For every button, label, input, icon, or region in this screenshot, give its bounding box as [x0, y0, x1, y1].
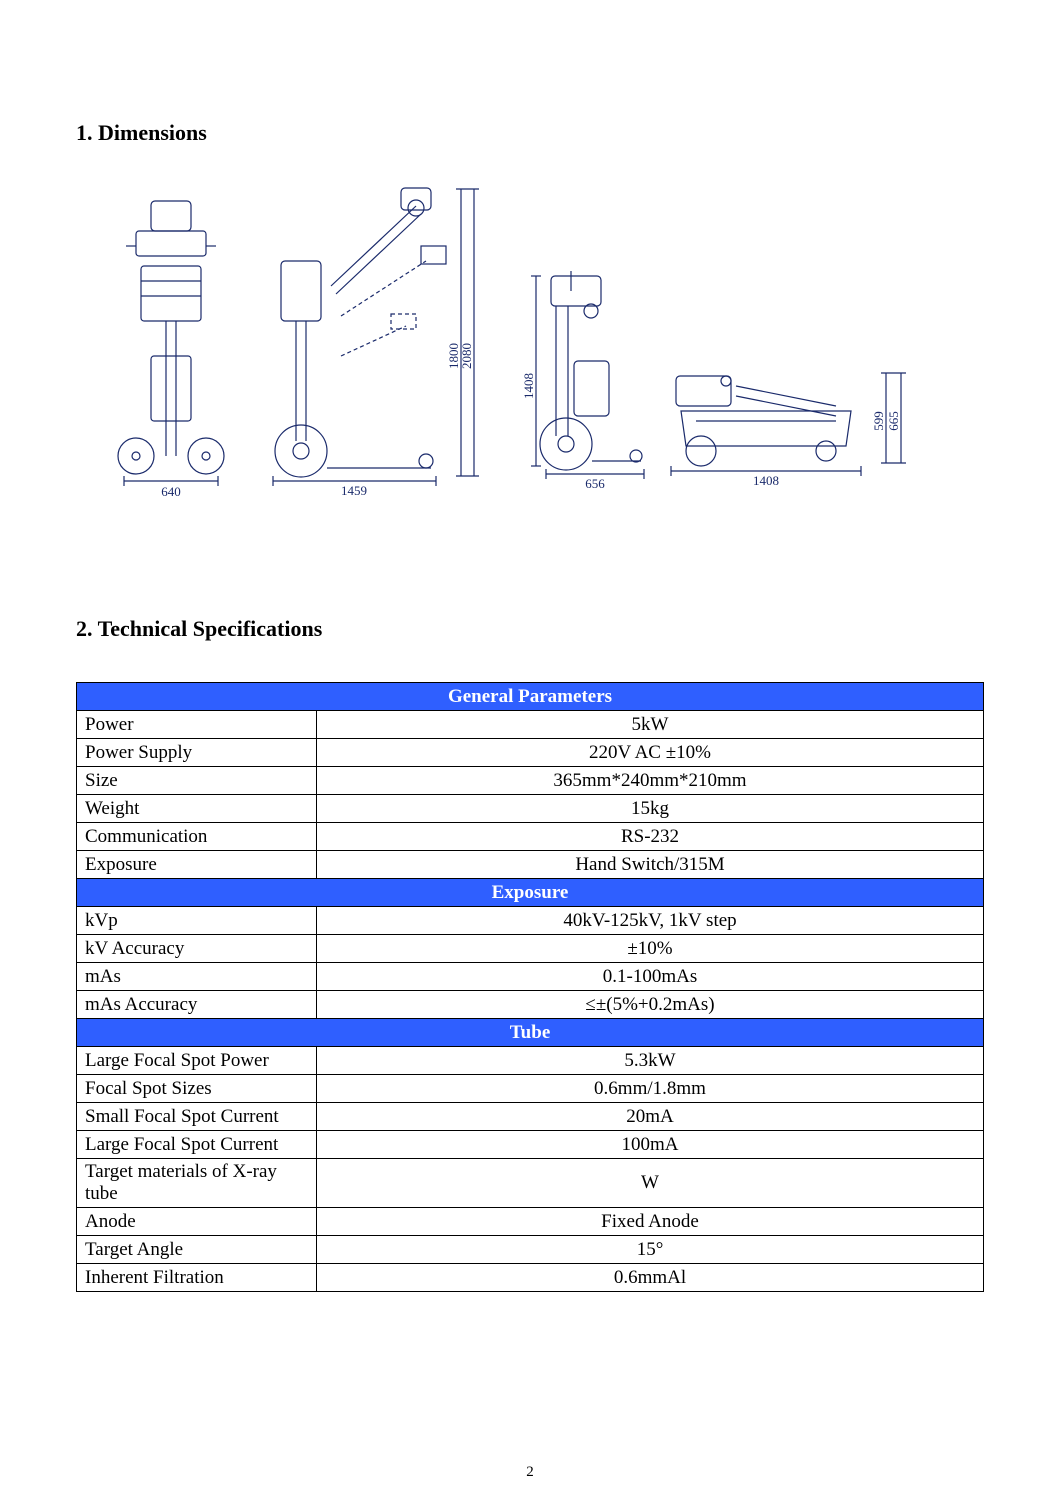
spec-value: 365mm*240mm*210mm — [317, 767, 984, 795]
dim-2080: 2080 — [459, 343, 474, 369]
spec-label: Large Focal Spot Power — [77, 1047, 317, 1075]
table-row: AnodeFixed Anode — [77, 1208, 984, 1236]
table-row: Size365mm*240mm*210mm — [77, 767, 984, 795]
dim-599: 599 — [871, 411, 886, 431]
spec-value: 100mA — [317, 1131, 984, 1159]
spec-value: W — [317, 1159, 984, 1208]
spec-value: 5.3kW — [317, 1047, 984, 1075]
spec-label: Focal Spot Sizes — [77, 1075, 317, 1103]
spec-label: Target Angle — [77, 1236, 317, 1264]
table-row: Focal Spot Sizes0.6mm/1.8mm — [77, 1075, 984, 1103]
section-header: General Parameters — [77, 683, 984, 711]
dim-665: 665 — [886, 411, 901, 431]
spec-value: 15° — [317, 1236, 984, 1264]
spec-label: mAs Accuracy — [77, 991, 317, 1019]
spec-label: Target materials of X-ray tube — [77, 1159, 317, 1208]
table-row: CommunicationRS-232 — [77, 823, 984, 851]
spec-value: 20mA — [317, 1103, 984, 1131]
dim-1459: 1459 — [341, 483, 367, 498]
table-row: Large Focal Spot Current100mA — [77, 1131, 984, 1159]
page-number: 2 — [0, 1464, 1060, 1481]
spec-value: 220V AC ±10% — [317, 739, 984, 767]
dim-1408h: 1408 — [521, 373, 536, 399]
spec-value: 15kg — [317, 795, 984, 823]
spec-value: ≤±(5%+0.2mAs) — [317, 991, 984, 1019]
spec-value: RS-232 — [317, 823, 984, 851]
spec-label: Communication — [77, 823, 317, 851]
spec-value: ±10% — [317, 935, 984, 963]
spec-label: mAs — [77, 963, 317, 991]
table-row: Target Angle15° — [77, 1236, 984, 1264]
spec-label: Power Supply — [77, 739, 317, 767]
table-row: Power Supply220V AC ±10% — [77, 739, 984, 767]
spec-label: Weight — [77, 795, 317, 823]
table-row: Inherent Filtration0.6mmAl — [77, 1264, 984, 1292]
dim-640: 640 — [161, 484, 181, 499]
table-row: Weight15kg — [77, 795, 984, 823]
spec-label: Inherent Filtration — [77, 1264, 317, 1292]
spec-value: Fixed Anode — [317, 1208, 984, 1236]
table-row: Target materials of X-ray tubeW — [77, 1159, 984, 1208]
heading-specs: 2. Technical Specifications — [76, 616, 984, 642]
spec-label: Small Focal Spot Current — [77, 1103, 317, 1131]
spec-label: kVp — [77, 907, 317, 935]
table-row: kV Accuracy±10% — [77, 935, 984, 963]
dimensions-diagram: 640 — [76, 176, 984, 516]
spec-label: Power — [77, 711, 317, 739]
spec-value: 40kV-125kV, 1kV step — [317, 907, 984, 935]
dim-656: 656 — [585, 476, 605, 491]
spec-value: 5kW — [317, 711, 984, 739]
spec-label: Large Focal Spot Current — [77, 1131, 317, 1159]
spec-label: Size — [77, 767, 317, 795]
spec-value: 0.6mmAl — [317, 1264, 984, 1292]
dim-1408w: 1408 — [753, 473, 779, 488]
spec-value: Hand Switch/315M — [317, 851, 984, 879]
spec-value: 0.1-100mAs — [317, 963, 984, 991]
heading-dimensions: 1. Dimensions — [76, 120, 984, 146]
spec-value: 0.6mm/1.8mm — [317, 1075, 984, 1103]
spec-label: Anode — [77, 1208, 317, 1236]
table-row: mAs Accuracy≤±(5%+0.2mAs) — [77, 991, 984, 1019]
table-row: mAs0.1-100mAs — [77, 963, 984, 991]
table-row: ExposureHand Switch/315M — [77, 851, 984, 879]
table-row: Power5kW — [77, 711, 984, 739]
section-header: Tube — [77, 1019, 984, 1047]
spec-label: Exposure — [77, 851, 317, 879]
table-row: Small Focal Spot Current20mA — [77, 1103, 984, 1131]
table-row: kVp40kV-125kV, 1kV step — [77, 907, 984, 935]
table-row: Large Focal Spot Power5.3kW — [77, 1047, 984, 1075]
spec-table: General ParametersPower5kWPower Supply22… — [76, 682, 984, 1292]
spec-label: kV Accuracy — [77, 935, 317, 963]
section-header: Exposure — [77, 879, 984, 907]
